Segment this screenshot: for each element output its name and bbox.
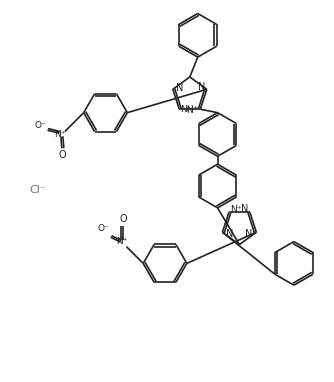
Text: O⁻: O⁻ [34,121,46,130]
Text: O: O [58,150,66,160]
Text: N: N [241,204,248,214]
Text: O⁻: O⁻ [98,224,110,233]
Text: N: N [245,229,252,239]
Text: N: N [176,83,183,93]
Text: Cl⁻: Cl⁻ [29,185,46,195]
Text: NH⁺: NH⁺ [180,105,198,114]
Text: N⁺: N⁺ [116,237,127,246]
Text: N⁺: N⁺ [186,106,197,115]
Text: N⁺: N⁺ [54,130,66,139]
Text: N: N [226,229,233,239]
Text: O: O [120,214,127,224]
Text: N⁺: N⁺ [230,205,241,214]
Text: N: N [198,82,205,92]
